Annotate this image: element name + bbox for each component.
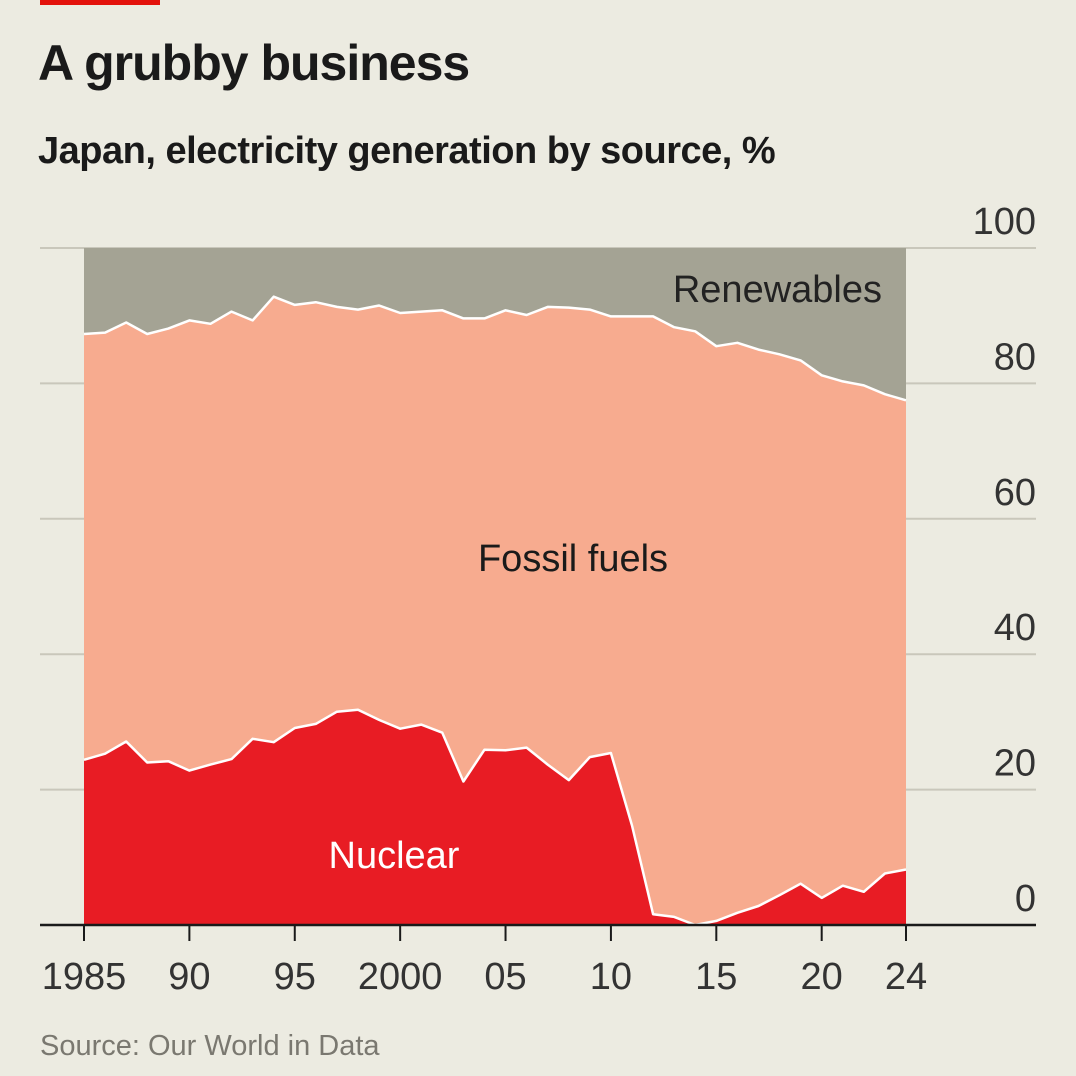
area-layers (83, 248, 907, 927)
x-tick-label-2024: 24 (885, 956, 927, 998)
fossil-fuels-area (84, 296, 906, 925)
chart-title: A grubby business (38, 35, 470, 91)
nuclear-boundary (83, 708, 907, 927)
x-tick-label-1990: 90 (168, 956, 210, 998)
y-tick-label-80: 80 (994, 336, 1036, 378)
nuclear-area (84, 709, 906, 925)
x-tick-label-2015: 15 (695, 956, 737, 998)
brand-tag (40, 0, 160, 5)
series-labels: Renewables Fossil fuels Nuclear (329, 269, 882, 877)
fossil-boundary (83, 295, 907, 402)
renewables-area (84, 248, 906, 401)
nuclear-label: Nuclear (329, 835, 460, 877)
x-tick-label-2020: 20 (801, 956, 843, 998)
chart-subtitle: Japan, electricity generation by source,… (38, 130, 776, 172)
y-tick-label-0: 0 (1015, 878, 1036, 920)
y-tick-label-60: 60 (994, 472, 1036, 514)
x-tick-label-2000: 2000 (358, 956, 443, 998)
y-axis-labels: 0 20 40 60 80 100 (973, 201, 1036, 920)
y-tick-label-100: 100 (973, 201, 1036, 243)
x-tick-label-2010: 10 (590, 956, 632, 998)
fossil-fuels-label: Fossil fuels (478, 538, 668, 580)
y-tick-label-20: 20 (994, 743, 1036, 785)
renewables-label: Renewables (673, 269, 882, 311)
y-tick-label-40: 40 (994, 607, 1036, 649)
x-tick-label-1995: 95 (274, 956, 316, 998)
x-tick-label-1985: 1985 (42, 956, 127, 998)
source-note: Source: Our World in Data (40, 1030, 380, 1062)
x-axis: 1985 90 95 2000 05 10 15 20 24 (40, 923, 1036, 998)
x-tick-label-2005: 05 (484, 956, 526, 998)
